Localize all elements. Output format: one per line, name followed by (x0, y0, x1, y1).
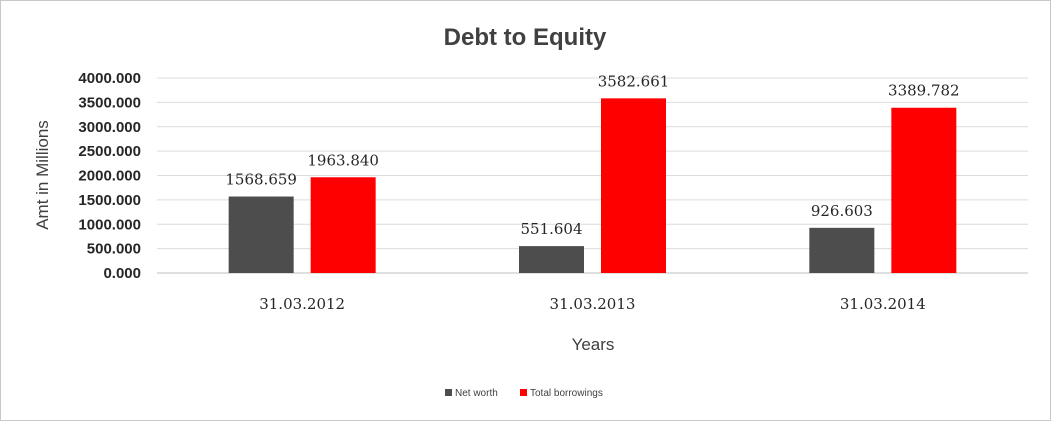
data-label: 551.604 (520, 220, 582, 238)
y-tick-label: 500.000 (87, 241, 141, 258)
legend-swatch (445, 389, 452, 396)
y-tick-label: 2500.000 (78, 143, 141, 160)
y-axis-title: Amt in Millions (33, 120, 52, 230)
data-label: 926.603 (811, 202, 873, 220)
x-category-label: 31.03.2013 (550, 295, 636, 313)
gridlines (157, 77, 1028, 274)
legend-label: Net worth (455, 388, 498, 399)
x-axis-title: Years (572, 335, 615, 354)
x-axis-categories: 31.03.2012 31.03.2013 31.03.2014 (259, 295, 926, 313)
legend-swatch (520, 389, 527, 396)
data-labels: 1568.659 1963.840 551.604 3582.661 926.603 33… (225, 72, 959, 238)
data-label: 3389.782 (888, 82, 960, 100)
y-tick-label: 1000.000 (78, 216, 141, 233)
y-tick-label: 0.000 (103, 265, 141, 282)
y-axis-ticks: 0.000 500.000 1000.000 1500.000 2000.000 2500… (78, 70, 141, 282)
bar-net-worth (519, 246, 584, 273)
bar-total-borrowings (891, 107, 957, 273)
bar-net-worth (809, 227, 875, 273)
x-category-label: 31.03.2014 (840, 295, 926, 313)
chart-title: Debt to Equity (444, 24, 607, 51)
y-tick-label: 2000.000 (78, 168, 141, 185)
bar-total-borrowings (601, 98, 666, 273)
x-category-label: 31.03.2012 (259, 295, 345, 313)
data-label: 1568.659 (225, 171, 297, 189)
y-tick-label: 3500.000 (78, 94, 141, 111)
data-label: 3582.661 (598, 72, 670, 90)
data-label: 1963.840 (307, 151, 379, 169)
y-tick-label: 1500.000 (78, 192, 141, 209)
legend: Net worth Total borrowings (445, 388, 603, 399)
y-tick-label: 3000.000 (78, 119, 141, 136)
y-tick-label: 4000.000 (78, 70, 141, 87)
bar-net-worth (228, 196, 294, 273)
legend-label: Total borrowings (530, 388, 603, 399)
bar-total-borrowings (310, 177, 376, 273)
bars (228, 98, 957, 273)
